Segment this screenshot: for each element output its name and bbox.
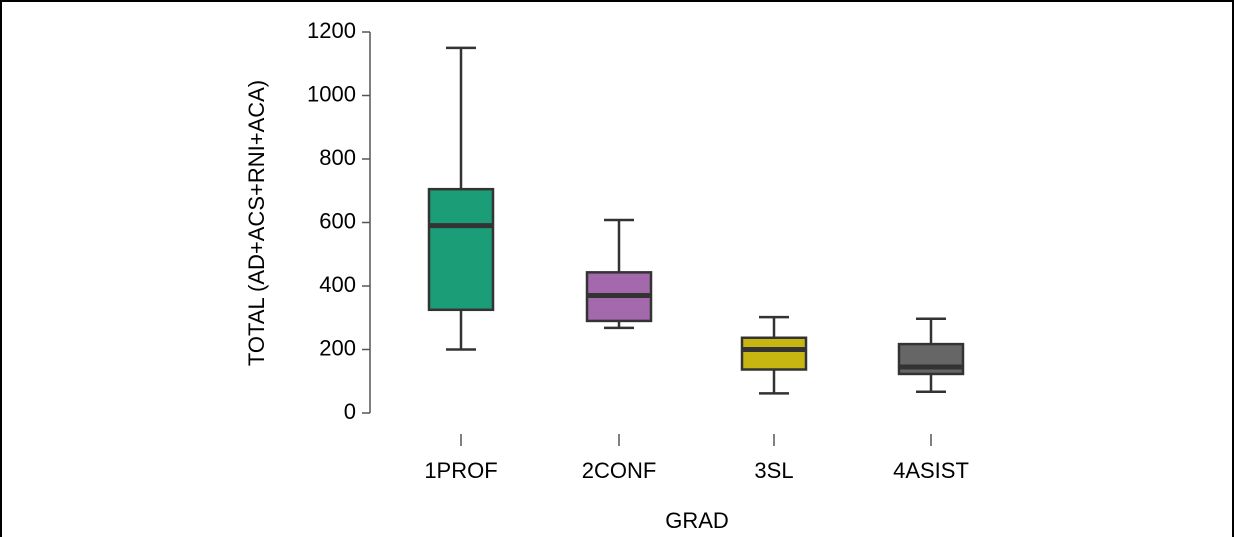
y-tick-label: 1200 <box>307 18 356 43</box>
box-4ASIST <box>897 317 965 393</box>
y-tick-label: 1000 <box>307 81 356 106</box>
y-tick-label: 200 <box>319 335 356 360</box>
x-axis-title: GRAD <box>665 508 729 533</box>
x-tick-label: 1PROF <box>424 458 497 483</box>
x-tick-label: 4ASIST <box>893 458 969 483</box>
y-axis-title: TOTAL (AD+ACS+RNI+ACA) <box>244 80 269 366</box>
x-tick-label: 2CONF <box>582 458 657 483</box>
y-tick-label: 400 <box>319 272 356 297</box>
y-tick-label: 0 <box>344 399 356 424</box>
boxes-group <box>427 46 965 395</box>
box-2CONF <box>585 218 653 330</box>
box-iqr <box>427 187 495 312</box>
y-tick-label: 600 <box>319 208 356 233</box>
box-3SL <box>740 315 808 395</box>
y-tick-label: 800 <box>319 145 356 170</box>
box-iqr <box>740 336 808 371</box>
box-iqr <box>897 342 965 376</box>
y-axis: 0 200 400 600 800 1000 1200 <box>307 18 371 424</box>
x-axis: 1PROF 2CONF 3SL 4ASIST <box>424 434 969 483</box>
box-1PROF <box>427 46 495 351</box>
x-tick-label: 3SL <box>754 458 793 483</box>
